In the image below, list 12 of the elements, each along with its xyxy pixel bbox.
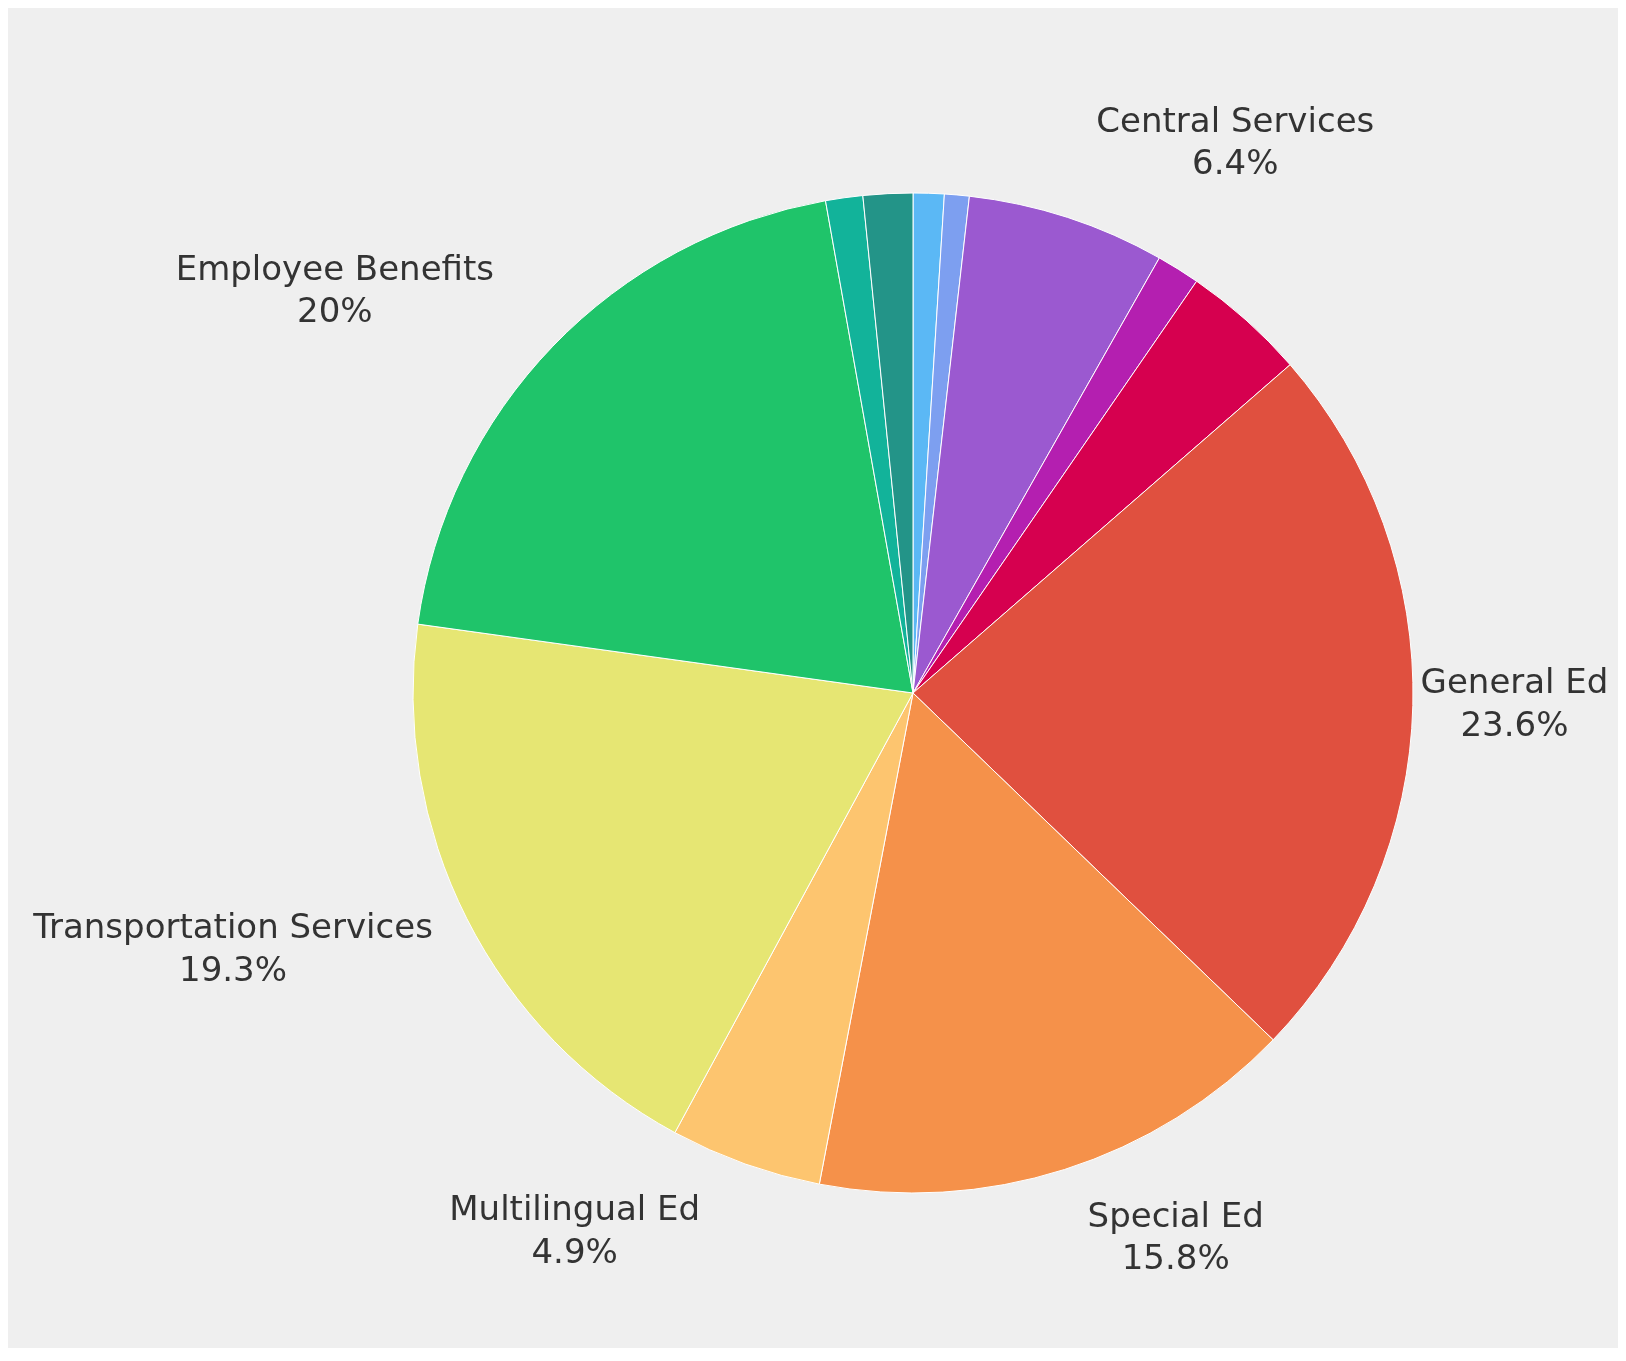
data-label: 23.6% xyxy=(1460,703,1569,744)
slice-label: Central Services xyxy=(1096,99,1375,140)
slice-label: Special Ed xyxy=(1087,1194,1264,1235)
data-label: 15.8% xyxy=(1121,1237,1230,1278)
slice-label: Employee Benefits xyxy=(175,247,495,288)
data-label: 4.9% xyxy=(531,1230,618,1271)
data-label: 20% xyxy=(297,290,373,331)
data-label: 19.3% xyxy=(179,948,288,989)
slice-label: General Ed xyxy=(1420,661,1609,702)
data-label: 6.4% xyxy=(1192,142,1279,183)
slice-label: Multilingual Ed xyxy=(449,1188,701,1229)
slice-label: Transportation Services xyxy=(32,906,433,947)
